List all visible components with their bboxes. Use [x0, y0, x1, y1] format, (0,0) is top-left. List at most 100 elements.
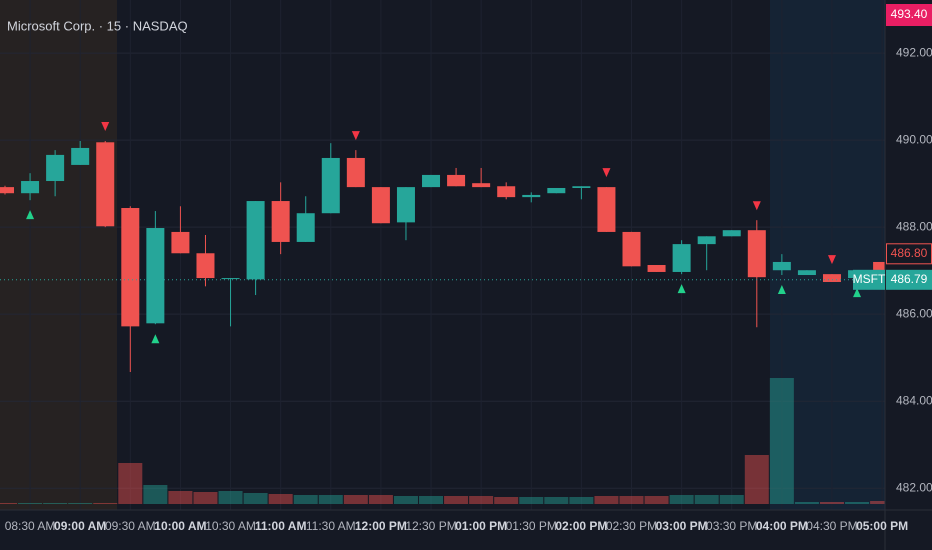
x-tick-label: 11:00 AM [255, 519, 307, 533]
volume-bar [519, 497, 544, 504]
volume-bar [318, 495, 343, 504]
volume-bar [544, 497, 569, 504]
volume-bar [845, 502, 870, 504]
candle-body [873, 261, 892, 271]
volume-bar [569, 497, 594, 504]
volume-bar [494, 497, 519, 504]
volume-bar [0, 503, 17, 504]
premarket-shade [0, 0, 117, 510]
candle-body [547, 187, 566, 194]
plot [0, 121, 895, 504]
x-tick-label: 02:30 PM [606, 519, 657, 533]
axis: 482.00 484.00 486.00 488.00 490.00 492.00 08:3… [5, 4, 932, 533]
y-tick-label: 482.00 [896, 480, 932, 494]
symbol-tag-bg [853, 269, 885, 290]
candle-body [497, 186, 516, 198]
x-tick-label: 10:30 AM [205, 519, 256, 533]
candle-body [21, 181, 40, 194]
symbol-tag: MSFT [853, 272, 886, 286]
volume-bar [644, 496, 669, 504]
buy-signal [26, 210, 35, 220]
candle-body [422, 174, 441, 188]
candle-body [647, 265, 666, 272]
y-tick-label: 490.00 [896, 132, 932, 146]
volume-bar [143, 485, 168, 504]
volume-bar [744, 455, 769, 504]
volume-bar [870, 501, 895, 504]
buy-signal [151, 334, 160, 344]
candle-body [96, 142, 115, 227]
candle-body [672, 244, 691, 272]
volume-bar [168, 491, 193, 504]
volume-bar [769, 378, 794, 504]
y-tick-label: 486.00 [896, 306, 932, 320]
candle-body [697, 236, 716, 245]
sell-signal [602, 168, 611, 178]
x-tick-label: 12:00 PM [355, 519, 407, 533]
x-tick-label: 12:30 PM [405, 519, 456, 533]
candle-body [396, 187, 415, 223]
volume-bar [819, 502, 844, 504]
session-high-label: 493.40 [891, 7, 928, 21]
last-price-label: 486.79 [891, 272, 928, 286]
candle-body [371, 187, 390, 224]
volume-bar [268, 494, 293, 504]
volume-bar [193, 492, 218, 504]
volume-bar [794, 502, 819, 504]
session-high-badge [886, 4, 932, 26]
volume-bar [18, 503, 43, 504]
volume-bar [243, 493, 268, 504]
buy-signal [853, 288, 862, 298]
postmarket-shade [770, 0, 885, 510]
volume-bar [719, 495, 744, 504]
candle-body [797, 270, 816, 276]
candle-body [171, 231, 190, 254]
candle-body [46, 154, 65, 182]
x-tick-label: 04:00 PM [756, 519, 808, 533]
candle-body [271, 201, 290, 242]
volume-bar [68, 503, 93, 504]
x-tick-label: 04:30 PM [806, 519, 857, 533]
x-tick-label: 09:00 AM [54, 519, 106, 533]
buy-signal [677, 284, 686, 294]
candle-body [121, 208, 140, 327]
candle-body [772, 261, 791, 271]
prev-close-label: 486.80 [891, 246, 928, 260]
candle-body [622, 231, 641, 267]
volume-bar [93, 503, 118, 504]
x-tick-label: 01:00 PM [455, 519, 507, 533]
candle-body [572, 186, 591, 188]
candle-body [71, 147, 90, 165]
volume-bar [469, 496, 494, 504]
volume-bar [118, 463, 143, 504]
candle-body [472, 183, 491, 188]
x-tick-label: 10:00 AM [154, 519, 206, 533]
y-tick-label: 492.00 [896, 45, 932, 59]
candle-body [0, 187, 14, 194]
volume-bar [419, 496, 444, 504]
candle-body [296, 213, 315, 242]
sell-signal [351, 131, 360, 141]
x-tick-label: 05:00 PM [856, 519, 908, 533]
candle-body [196, 253, 215, 279]
sell-signal [827, 255, 836, 265]
y-tick-label: 484.00 [896, 393, 932, 407]
candle-body [597, 187, 616, 232]
volume-bar [619, 496, 644, 504]
volume-bar [43, 503, 68, 504]
volume-bar [594, 496, 619, 504]
last-price-badge [886, 269, 932, 290]
buy-signal [777, 285, 786, 295]
x-tick-label: 02:00 PM [555, 519, 607, 533]
x-tick-label: 08:30 AM [5, 519, 56, 533]
volume-bar [669, 495, 694, 504]
candle-body [822, 274, 841, 282]
x-tick-label: 11:30 AM [306, 519, 356, 533]
candle-body [321, 157, 340, 214]
candle-body [221, 278, 240, 280]
volume-bar [343, 495, 368, 504]
sell-signal [101, 121, 110, 131]
chart-title: Microsoft Corp. · 15 · NASDAQ [7, 18, 188, 33]
